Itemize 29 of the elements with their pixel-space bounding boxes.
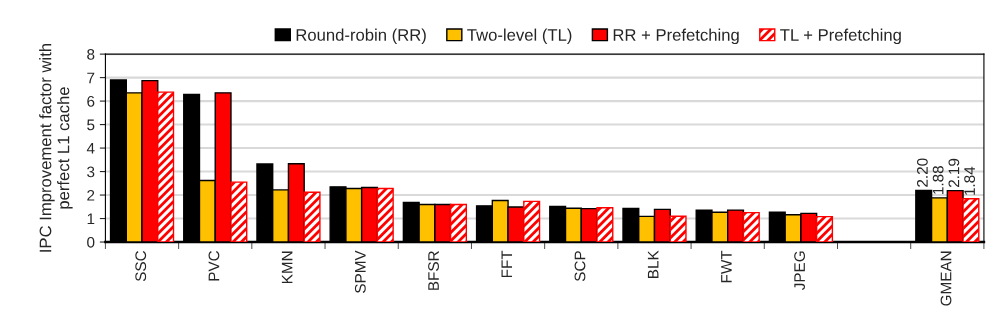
y-tick-label: 2 bbox=[87, 189, 95, 201]
x-tick-label: FFT bbox=[501, 250, 513, 278]
x-tick-label: KMN bbox=[281, 251, 293, 284]
x-tick-label: FWT bbox=[721, 250, 732, 283]
y-tick-label: 6 bbox=[87, 95, 95, 107]
y-tick-label: 0 bbox=[87, 236, 95, 248]
x-tick-label: GMEAN bbox=[940, 251, 952, 306]
legend-label: TL + Prefetching bbox=[780, 28, 901, 45]
x-tick-label: BLK bbox=[647, 250, 659, 278]
y-tick-label: 3 bbox=[87, 166, 95, 178]
data-label: 2.20 bbox=[916, 158, 928, 187]
y-axis-title: IPC Improvement factor with perfect L1 cache bbox=[39, 44, 73, 252]
y-tick-label: 7 bbox=[87, 72, 95, 84]
y-tick-label: 5 bbox=[87, 119, 95, 131]
y-tick-label: 8 bbox=[87, 48, 95, 60]
x-tick-label: SSC bbox=[135, 250, 147, 282]
data-label: 1.88 bbox=[932, 166, 944, 194]
x-tick-label: BFSR bbox=[428, 251, 439, 290]
x-tick-label: PVC bbox=[208, 250, 220, 281]
x-tick-label: SCP bbox=[574, 251, 586, 282]
legend-label: RR + Prefetching bbox=[613, 28, 739, 45]
data-label: 2.19 bbox=[948, 158, 960, 188]
legend-label: Round-robin (RR) bbox=[296, 28, 426, 45]
y-tick-label: 1 bbox=[87, 213, 95, 225]
x-tick-label: SPMV bbox=[354, 250, 366, 293]
legend-label: Two-level (TL) bbox=[467, 28, 572, 45]
x-tick-label: JPEG bbox=[794, 251, 805, 291]
y-tick-label: 4 bbox=[86, 143, 95, 154]
data-label: 1.84 bbox=[964, 166, 976, 195]
